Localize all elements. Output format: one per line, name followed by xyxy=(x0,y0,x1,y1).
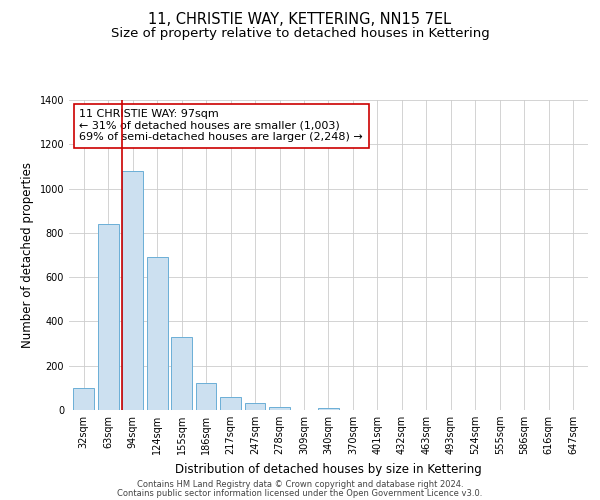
Bar xyxy=(220,396,241,410)
Text: Contains public sector information licensed under the Open Government Licence v3: Contains public sector information licen… xyxy=(118,488,482,498)
Bar xyxy=(245,404,265,410)
Bar xyxy=(98,224,119,410)
Text: Contains HM Land Registry data © Crown copyright and database right 2024.: Contains HM Land Registry data © Crown c… xyxy=(137,480,463,489)
Text: 11 CHRISTIE WAY: 97sqm
← 31% of detached houses are smaller (1,003)
69% of semi-: 11 CHRISTIE WAY: 97sqm ← 31% of detached… xyxy=(79,110,363,142)
Bar xyxy=(147,257,167,410)
Text: 11, CHRISTIE WAY, KETTERING, NN15 7EL: 11, CHRISTIE WAY, KETTERING, NN15 7EL xyxy=(148,12,452,28)
Bar xyxy=(171,337,192,410)
Y-axis label: Number of detached properties: Number of detached properties xyxy=(21,162,34,348)
Bar xyxy=(318,408,339,410)
Bar xyxy=(73,388,94,410)
X-axis label: Distribution of detached houses by size in Kettering: Distribution of detached houses by size … xyxy=(175,462,482,475)
Bar xyxy=(196,384,217,410)
Bar xyxy=(269,406,290,410)
Text: Size of property relative to detached houses in Kettering: Size of property relative to detached ho… xyxy=(110,28,490,40)
Bar xyxy=(122,171,143,410)
